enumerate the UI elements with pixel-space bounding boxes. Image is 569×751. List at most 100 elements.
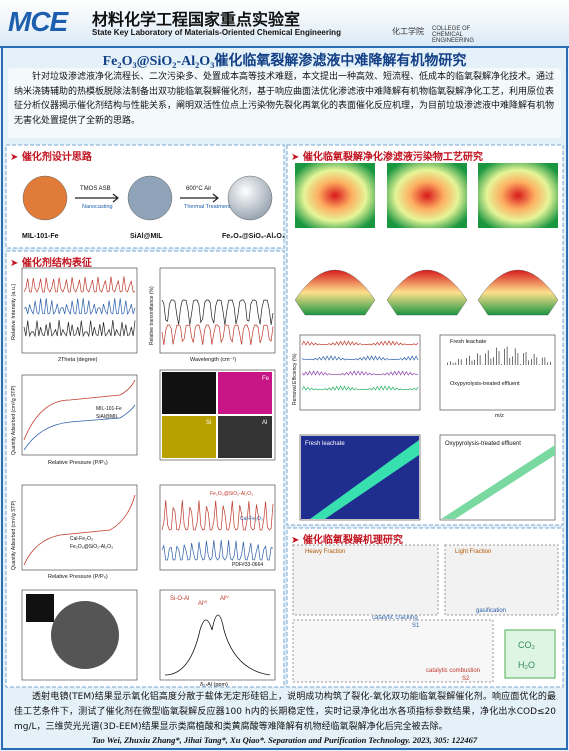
- figure-label: Relative Pressure (P/P₀): [48, 460, 108, 466]
- figure-label: Alⱽᴵ: [198, 600, 207, 607]
- plot-line: [301, 340, 419, 346]
- figure-label: Light Fraction: [455, 549, 491, 555]
- figure-label: Si: [206, 420, 211, 426]
- mech-box: [292, 544, 439, 616]
- section-heading: 催化剂结构表征: [10, 254, 92, 269]
- plot-frame: [21, 484, 138, 571]
- plot-line: [161, 324, 274, 345]
- lab-name: 材料化学工程国家重点实验室: [92, 10, 301, 29]
- figure-label: Oxypyrolysis-treated effluent: [450, 381, 520, 387]
- surface-plot: [294, 269, 376, 316]
- figure-label: Quantity Adsorbed (cm³/g STP): [11, 500, 17, 570]
- plot-frame: [159, 267, 276, 354]
- intro-box: [8, 68, 561, 138]
- figure-label: S2: [462, 676, 470, 682]
- figure-label: SiAl@MIL: [130, 233, 163, 240]
- plot-frame: [159, 589, 276, 681]
- figure-label: Fresh leachate: [305, 441, 345, 447]
- intro: 针对垃圾渗滤液净化流程长、二次污染多、处置成本高等技术难题，本文提出一种高效、短…: [14, 72, 555, 126]
- material: [22, 175, 68, 221]
- figure-label: Alᴵⱽ: [220, 595, 229, 602]
- figure-label: catalytic cracking: [372, 615, 418, 621]
- figure-label: Al: [262, 420, 267, 426]
- figure-label: Removal Efficiency (%): [292, 353, 298, 405]
- college-name-en: COLLEGE OF CHEMICAL ENGINEERING: [432, 26, 475, 44]
- eds-map: [162, 372, 216, 414]
- material: [127, 175, 173, 221]
- arrow: [75, 193, 119, 203]
- figure-label: Cal-Fe₂O₃: [240, 516, 263, 522]
- plot-line: [161, 500, 274, 531]
- figure-label: Fe₂O₃@SiO₂-Al₂O₃: [222, 233, 285, 240]
- contour-plot: [295, 163, 375, 228]
- eem-band: [441, 445, 555, 519]
- figure-label: Si-O-Al: [170, 596, 189, 602]
- mech-box: [444, 544, 559, 616]
- plot-line: [161, 299, 274, 326]
- material: [227, 175, 273, 221]
- lab-name-en: State Key Laboratory of Materials-Orient…: [92, 28, 341, 37]
- plot-line: [23, 494, 136, 566]
- mech-box: [292, 619, 494, 683]
- plot-line: [301, 355, 419, 361]
- contour-plot: [387, 163, 467, 228]
- figure-label: Relative Pressure (P/P₀): [48, 574, 108, 580]
- plot-frame: [159, 484, 276, 571]
- conclusion: 透射电镜(TEM)结果显示氧化铝高度分散于载体无定形硅铝上，说明成功构筑了裂化-…: [14, 692, 556, 732]
- title: Fe₂O₃@SiO₂-Al₂O₃催化临氧裂解渗滤液中难降解有机物研究: [102, 54, 467, 69]
- figure-label: PDF#33-0664: [232, 562, 263, 568]
- figure-label: catalytic combustion: [426, 668, 480, 674]
- eem: [301, 436, 419, 519]
- eem-band: [310, 440, 419, 519]
- figure-label: MIL-101-Fe: [96, 406, 122, 412]
- figure-label: δ₂₇Al (ppm): [200, 682, 228, 688]
- figure-label: TMOS ASB: [80, 186, 111, 192]
- figure-label: Oxypyrolysis-treated effluent: [445, 441, 521, 447]
- surface-plot: [477, 269, 559, 316]
- figure-label: 600°C Air: [186, 186, 211, 192]
- plot-line: [23, 276, 136, 293]
- figure-label: gasification: [476, 608, 506, 614]
- figure-label: SiAl@MIL: [96, 414, 119, 420]
- plot-line: [161, 539, 274, 561]
- section-heading: 催化剂设计思路: [10, 148, 92, 163]
- figure-label: Fe: [262, 376, 270, 382]
- figure-label: 2Theta (degree): [58, 357, 98, 363]
- figure-label: Fe₂O₃@SiO₂-Al₂O₃: [70, 544, 113, 550]
- figure-label: Cal-Fe₂O₃: [70, 536, 93, 542]
- section-heading: 催化临氧裂解净化渗滤液污染物工艺研究: [291, 148, 483, 163]
- figure-label: Quantity Adsorbed (cm³/g STP): [11, 385, 17, 455]
- plot-line: [23, 319, 136, 338]
- mech-box: [504, 629, 556, 679]
- plot-line: [23, 404, 136, 451]
- figure-label: Fe₂O₃@SiO₂-Al₂O₃: [210, 491, 253, 497]
- tem: [51, 601, 119, 669]
- figure-label: Relative transmittance (%): [149, 286, 155, 345]
- figure-label: Nanocasting: [82, 204, 113, 210]
- contour-plot: [478, 163, 558, 228]
- figure-label: Relative Intensity (a.u.): [11, 284, 17, 340]
- plot-frame: [439, 434, 556, 521]
- figure-label: m/z: [495, 413, 504, 419]
- plot-line: [301, 370, 419, 376]
- eds-map: [162, 416, 216, 458]
- figure-label: Heavy Fraction: [305, 549, 345, 555]
- header: [0, 0, 569, 48]
- figure-label: S1: [412, 623, 420, 629]
- plot-line: [23, 379, 136, 441]
- plot-frame: [439, 334, 556, 411]
- plot-frame: [299, 334, 421, 411]
- plot-frame: [21, 374, 138, 456]
- eds-map: [218, 416, 272, 458]
- plot-line: [164, 614, 271, 676]
- figure-label: Wavelength (cm⁻¹): [190, 357, 236, 363]
- logo: MCE: [8, 6, 68, 37]
- section-heading: 催化临氧裂解机理研究: [291, 531, 403, 546]
- plot-line: [23, 298, 136, 316]
- figure-label: H₂O: [518, 660, 535, 670]
- figure-label: MIL-101-Fe: [22, 233, 59, 240]
- figure-label: CO₂: [518, 640, 536, 650]
- plot-line: [301, 385, 419, 391]
- eds-map: [218, 372, 272, 414]
